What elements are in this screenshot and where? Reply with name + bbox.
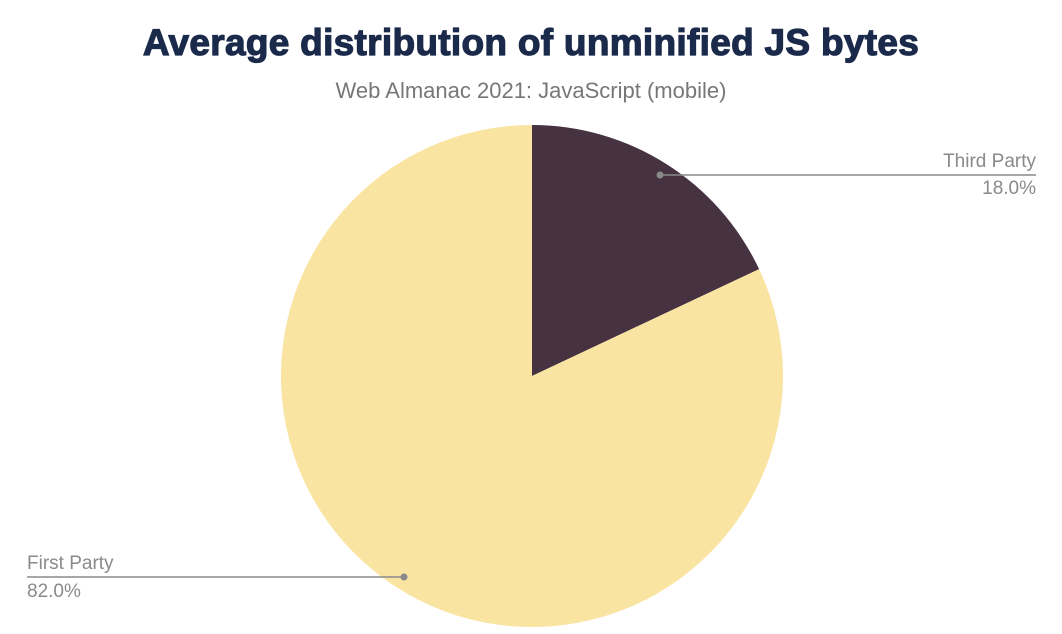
leader-dot [400,573,408,581]
slice-value: 18.0% [982,178,1036,199]
leader-dot [656,171,664,179]
slice-third-party [532,125,760,376]
chart-title: Average distribution of unminified JS by… [142,21,920,63]
slice-label: First Party [27,553,114,574]
slice-first-party [281,125,784,627]
slice-label: Third Party [943,151,1036,172]
label-third-party: Third Party 18.0% [656,151,1036,199]
slice-value: 82.0% [27,581,81,602]
chart-subtitle: Web Almanac 2021: JavaScript (mobile) [335,78,727,103]
label-first-party: First Party 82.0% [27,553,408,602]
